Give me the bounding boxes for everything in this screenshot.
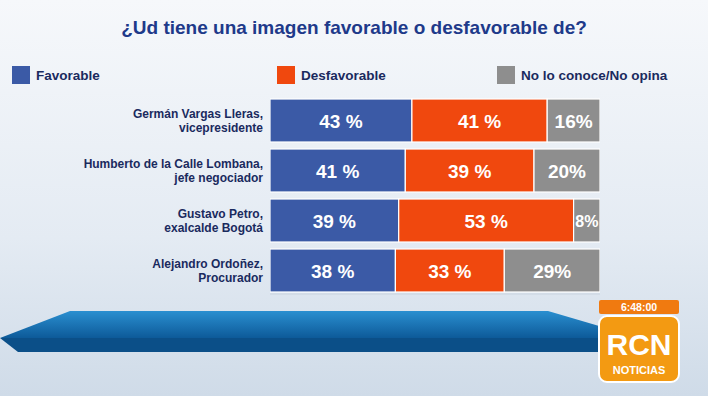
data-label: 43 %	[319, 111, 362, 132]
logo-subtext: NOTICIAS	[613, 364, 666, 376]
bar-segment	[534, 149, 600, 192]
logo-text: RCN	[607, 328, 672, 361]
platform-top	[0, 311, 640, 338]
title: ¿Ud tiene una imagen favorable o desfavo…	[121, 17, 587, 38]
data-label: 16%	[555, 111, 593, 132]
logo: 6:48:00 RCN NOTICIAS	[599, 300, 679, 382]
time-label: 6:48:00	[621, 301, 657, 313]
legend-swatch	[497, 66, 515, 84]
logo-box	[599, 316, 679, 382]
data-label: 33 %	[428, 261, 471, 282]
x-axis-line	[270, 294, 600, 295]
bar-segment	[270, 249, 395, 292]
labels: Germán Vargas Lleras,vicepresidente 43 % 4…	[84, 107, 599, 285]
data-label: 53 %	[464, 211, 507, 232]
bar-segment	[270, 149, 405, 192]
bar-segment	[270, 199, 399, 242]
legend-entry: Desfavorable	[277, 66, 386, 84]
data-label: 8%	[575, 213, 598, 230]
bar-segment	[504, 249, 600, 292]
category-label: Germán Vargas Lleras,vicepresidente	[133, 107, 263, 135]
legend-label: Favorable	[36, 68, 100, 83]
legend-entry: Favorable	[12, 66, 100, 84]
bar-segment	[412, 99, 547, 142]
bar-segment	[399, 199, 574, 242]
category-label: Humberto de la Calle Lombana,jefe negoci…	[84, 157, 264, 185]
bar-segment	[405, 149, 534, 192]
bar-segment	[395, 249, 504, 292]
time-box	[599, 300, 679, 314]
background	[0, 0, 708, 396]
data-label: 41 %	[458, 111, 501, 132]
legend-swatch	[277, 66, 295, 84]
legend-label: Desfavorable	[301, 68, 386, 83]
category-label: Gustavo Petro,exalcalde Bogotá	[164, 207, 263, 235]
bar-segment	[574, 199, 600, 242]
legend-entry: No lo conoce/No opina	[497, 66, 668, 84]
bar-segment	[270, 99, 412, 142]
platform-side	[0, 338, 640, 352]
data-label: 29%	[533, 261, 571, 282]
bar-segment	[547, 99, 600, 142]
legend-label: No lo conoce/No opina	[521, 68, 668, 83]
chart-root: ¿Ud tiene una imagen favorable o desfavo…	[0, 0, 708, 396]
data-label: 39 %	[448, 161, 491, 182]
category-label: Alejandro Ordoñez,Procurador	[152, 257, 263, 285]
data-label: 20%	[548, 161, 586, 182]
data-label: 39 %	[313, 211, 356, 232]
data-label: 41 %	[316, 161, 359, 182]
legend-swatch	[12, 66, 30, 84]
data-label: 38 %	[311, 261, 354, 282]
bars	[270, 99, 600, 292]
chart-svg: ¿Ud tiene una imagen favorable o desfavo…	[0, 0, 708, 396]
